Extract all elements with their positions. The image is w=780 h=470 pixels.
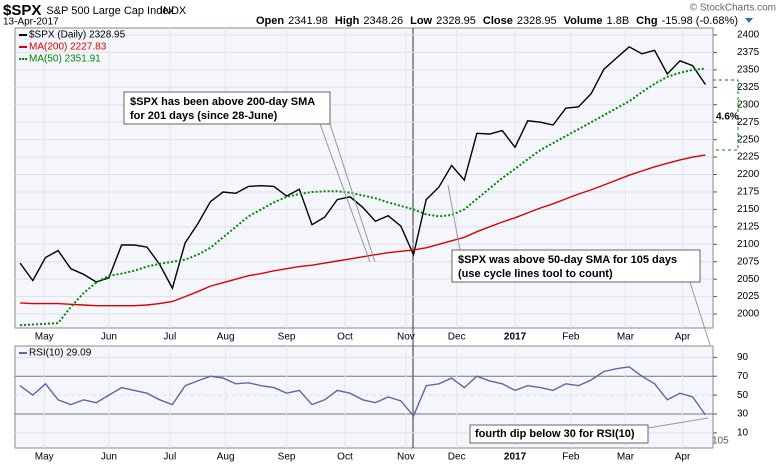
series-line xyxy=(20,154,706,307)
x-tick-label: Jun xyxy=(101,332,117,343)
y-tick-label: 2200 xyxy=(737,169,760,180)
arrow xyxy=(689,281,711,346)
annotation-box xyxy=(451,249,701,283)
x-tick-label: Dec xyxy=(448,452,466,463)
x-tick-label: Jun xyxy=(101,452,117,463)
y-tick-label: 2375 xyxy=(737,47,760,58)
annotation-text: $SPX has been above 200-day SMA xyxy=(130,96,315,108)
legend-entry: MA(200) 2227.83 xyxy=(29,42,107,53)
annotation-box xyxy=(123,91,331,125)
series-line xyxy=(19,45,706,291)
y-tick-label: 2225 xyxy=(737,152,760,163)
arrow xyxy=(447,184,461,251)
annotation-text: fourth dip below 30 for RSI(10) xyxy=(475,428,635,440)
arrow xyxy=(647,417,709,429)
x-tick-label: May xyxy=(35,452,54,463)
annotations: $SPX has been above 200-day SMA for 201 d… xyxy=(130,96,739,447)
quote-value: 2341.98 xyxy=(288,15,328,27)
x-tick-label: Mar xyxy=(617,332,635,343)
y-tick-label: 2350 xyxy=(737,65,760,76)
x-tick-label: May xyxy=(35,332,54,343)
quote-value: 2328.95 xyxy=(517,15,557,27)
y-tick-label: 2300 xyxy=(737,99,760,110)
y-tick-label: 2325 xyxy=(737,82,760,93)
symbol: $SPX xyxy=(3,2,41,19)
y-tick-label: 2000 xyxy=(737,309,760,320)
legend-entry: RSI(10) 29.09 xyxy=(29,348,92,359)
quote-label: Open xyxy=(256,15,284,27)
x-tick-label: Aug xyxy=(217,332,235,343)
y-tick-label: 2250 xyxy=(737,134,760,145)
index-name: S&P 500 Large Cap Index xyxy=(46,5,174,17)
quote-label: Close xyxy=(483,15,513,27)
y-tick-label: 2175 xyxy=(737,187,760,198)
y-tick-label: 2150 xyxy=(737,204,760,215)
quote-value: 1.8B xyxy=(607,15,630,27)
y-tick-label: 2400 xyxy=(737,30,760,41)
y-tick-label: 50 xyxy=(737,390,749,401)
annotation-text: $SPX was above 50-day SMA for 105 days xyxy=(458,254,677,266)
y-tick-label: 2075 xyxy=(737,256,760,267)
y-tick-label: 70 xyxy=(737,371,749,382)
y-tick-label: 2050 xyxy=(737,274,760,285)
y-tick-label: 2275 xyxy=(737,117,760,128)
y-tick-label: 2100 xyxy=(737,239,760,250)
legend-entry: MA(50) 2351.91 xyxy=(29,54,101,65)
copyright: © StockCharts.com xyxy=(690,3,776,14)
x-tick-label: Nov xyxy=(397,452,415,463)
x-tick-label: Aug xyxy=(217,452,235,463)
x-tick-label: Sep xyxy=(278,452,296,463)
x-tick-label: Jul xyxy=(163,332,176,343)
x-tick-label: Oct xyxy=(337,332,353,343)
annotation-box xyxy=(469,424,649,444)
legend-entry: $SPX (Daily) 2328.95 xyxy=(29,30,126,41)
x-tick-label: Feb xyxy=(562,452,580,463)
x-tick-label: Mar xyxy=(617,452,635,463)
x-tick-label: Sep xyxy=(278,332,296,343)
y-tick-label: 30 xyxy=(737,409,749,420)
y-tick-label: 2125 xyxy=(737,221,760,232)
exchange: INDX xyxy=(160,5,187,17)
x-tick-label: Dec xyxy=(448,332,466,343)
quote-label: High xyxy=(335,15,360,27)
y-tick-label: 90 xyxy=(737,352,749,363)
day-count: 105 xyxy=(712,436,729,447)
quote-value: 2328.95 xyxy=(436,15,476,27)
quote-label: Chg xyxy=(636,15,657,27)
annotation-text: for 201 days (since 28-June) xyxy=(130,110,278,122)
quote-value: -15.98 (-0.68%) xyxy=(662,15,738,27)
x-tick-label: 2017 xyxy=(504,452,527,463)
quote-label: Low xyxy=(410,15,432,27)
percent-bracket xyxy=(713,79,739,151)
quote-label: Volume xyxy=(564,15,603,27)
arrow xyxy=(319,123,371,263)
price-panel xyxy=(14,27,714,329)
x-tick-label: 2017 xyxy=(504,332,527,343)
date: 13-Apr-2017 xyxy=(3,17,59,28)
x-tick-label: Jul xyxy=(163,452,176,463)
x-tick-label: Feb xyxy=(562,332,580,343)
annotation-text: 4.6% xyxy=(716,112,739,123)
arrow xyxy=(329,123,376,263)
y-tick-label: 10 xyxy=(737,428,749,439)
series-line xyxy=(19,366,706,418)
x-tick-label: Apr xyxy=(675,452,691,463)
quote-value: 2348.26 xyxy=(363,15,403,27)
y-tick-label: 2025 xyxy=(737,291,760,302)
x-tick-label: Apr xyxy=(675,332,691,343)
x-tick-label: Nov xyxy=(397,332,415,343)
dropdown-icon xyxy=(745,18,753,23)
x-tick-label: Oct xyxy=(337,452,353,463)
annotation-text: (use cycle lines tool to count) xyxy=(458,268,613,280)
